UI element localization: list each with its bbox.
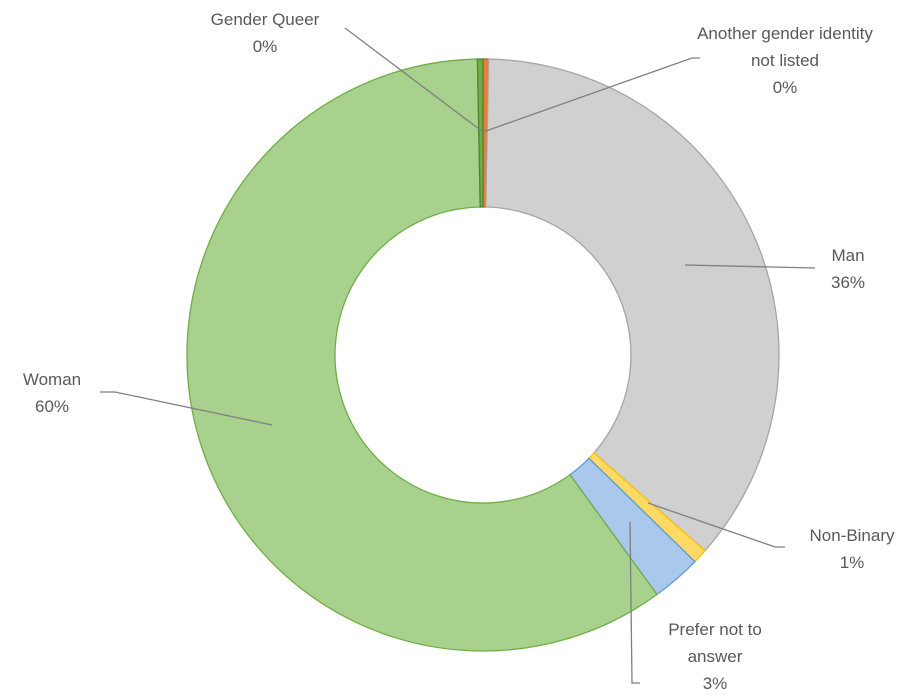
slice-label: Another gender identity not listed — [697, 24, 873, 70]
slice-value-label: 3% — [702, 674, 728, 693]
leader-line — [482, 57, 700, 133]
slice-value-label: 60% — [34, 397, 70, 416]
slice-label: Man — [831, 246, 865, 265]
slice-value-label: 36% — [830, 273, 866, 292]
slice-label: Prefer not to answer — [668, 620, 762, 666]
slice-label: Non-Binary — [809, 526, 895, 545]
leader-line — [629, 521, 640, 684]
slice-value-label: 1% — [839, 553, 865, 572]
donut-slice — [476, 58, 484, 208]
donut-slice — [186, 58, 658, 652]
slice-label: Gender Queer — [210, 10, 320, 29]
slice-label: Woman — [22, 370, 82, 389]
leader-line — [647, 502, 785, 548]
leader-line — [684, 264, 816, 269]
slice-value-label: 0% — [772, 78, 798, 97]
donut-slice — [485, 58, 780, 552]
leader-line — [344, 27, 484, 133]
leader-line — [100, 391, 273, 426]
slice-value-label: 0% — [252, 37, 278, 56]
